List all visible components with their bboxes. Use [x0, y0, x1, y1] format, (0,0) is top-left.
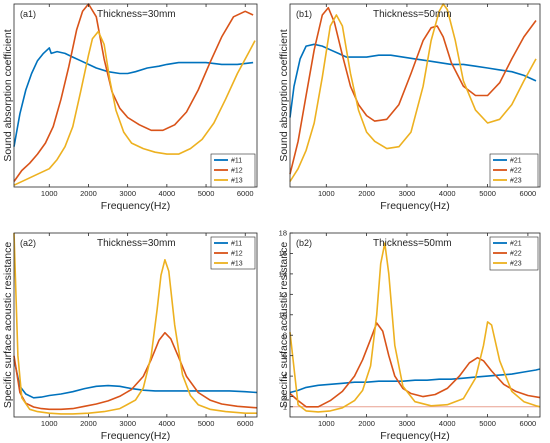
series-line-12	[13, 331, 258, 411]
legend-entry: #11	[231, 158, 242, 165]
x-tick-label: 6000	[520, 419, 537, 428]
x-tick-label: 4000	[159, 189, 176, 198]
x-tick-label: 2000	[80, 419, 97, 428]
legend-entry: #22	[510, 251, 522, 258]
legend-entry: #12	[231, 251, 243, 258]
panel-label: (a1)	[20, 9, 36, 19]
x-tick-label: 6000	[237, 419, 254, 428]
chart-panel-1: 1000 2000 3000 4000 5000 6000 Frequency(Hz) Sou…	[2, 3, 258, 212]
x-tick-label: 3000	[119, 189, 136, 198]
x-axis-label: Frequency(Hz)	[101, 430, 170, 442]
legend-entry: #21	[510, 158, 522, 165]
y-tick-label: 2	[283, 392, 287, 401]
x-tick-label: 3000	[399, 189, 416, 198]
x-tick-label: 2000	[358, 419, 375, 428]
y-axis-label: Sound absorption coefficient	[2, 29, 14, 161]
axes-frame	[13, 232, 258, 418]
axes-frame	[289, 232, 541, 418]
legend-entry: #21	[510, 241, 522, 248]
y-tick-label: 14	[279, 269, 287, 278]
y-tick-label: 6	[283, 351, 287, 360]
legend-entry: #22	[510, 168, 522, 175]
y-axis-label: Sound absorption coefficient	[278, 29, 290, 161]
chart-panel-2: 1000 2000 3000 4000 5000 6000 Frequency(Hz) Sou…	[278, 3, 541, 212]
x-tick-label: 3000	[399, 419, 416, 428]
x-tick-label: 5000	[479, 419, 496, 428]
legend-entry: #12	[231, 168, 243, 175]
series-line-23	[289, 242, 541, 413]
y-tick-label: 16	[279, 249, 287, 258]
legend-entry: #23	[510, 261, 522, 268]
series-line-22	[289, 322, 541, 408]
x-tick-label: 4000	[159, 419, 176, 428]
x-axis-label: Frequency(Hz)	[101, 200, 170, 212]
chart-panel-3: 1000 2000 3000 4000 5000 6000 Frequency(Hz) Spe…	[2, 232, 258, 442]
legend: #21 #22 #23	[489, 153, 539, 188]
legend: #21 #22 #23	[489, 236, 539, 271]
legend: #11 #12 #13	[210, 236, 256, 270]
axes-frame	[13, 3, 258, 188]
legend-entry: #11	[231, 241, 242, 248]
panel-label: (b1)	[296, 9, 312, 19]
x-tick-label: 5000	[479, 189, 496, 198]
chart-panel-4: 1000 2000 3000 4000 5000 6000 12 4 6 8 10 12 14 16 18 F…	[278, 229, 541, 442]
y-axis-label: Specific surface acoustic resistance	[2, 242, 14, 408]
series-line-23	[289, 3, 537, 182]
y-tick-label: 10	[279, 310, 287, 319]
series-line-11	[13, 47, 254, 147]
series-line-22	[289, 6, 537, 175]
legend-entry: #23	[510, 178, 522, 185]
x-tick-label: 6000	[237, 189, 254, 198]
x-tick-label: 3000	[119, 419, 136, 428]
y-tick-label: 18	[279, 229, 287, 238]
series-line-11	[13, 359, 258, 399]
thickness-annotation: Thickness=50mm	[373, 238, 452, 249]
series-line-21	[289, 43, 537, 118]
y-tick-label: 12	[279, 290, 287, 299]
x-tick-label: 1000	[318, 189, 335, 198]
x-tick-label: 5000	[198, 189, 215, 198]
x-axis-label: Frequency(Hz)	[380, 200, 449, 212]
legend: #11 #12 #13	[210, 153, 256, 188]
x-tick-label: 4000	[439, 189, 456, 198]
x-axis-label: Frequency(Hz)	[380, 430, 449, 442]
y-tick-label: 8	[283, 331, 287, 340]
x-tick-label: 1000	[41, 189, 58, 198]
thickness-annotation: Thickness=30mm	[97, 9, 176, 20]
y-tick-label: 1	[283, 402, 287, 411]
x-tick-label: 6000	[520, 189, 537, 198]
x-tick-label: 1000	[41, 419, 58, 428]
legend-entry: #13	[231, 178, 243, 185]
series-line-21	[289, 368, 541, 394]
x-tick-label: 5000	[198, 419, 215, 428]
axes-frame	[289, 3, 541, 188]
thickness-annotation: Thickness=30mm	[97, 238, 176, 249]
series-line-13	[13, 30, 256, 186]
x-tick-label: 1000	[318, 419, 335, 428]
thickness-annotation: Thickness=50mm	[373, 9, 452, 20]
y-tick-label: 4	[283, 372, 287, 381]
series-line-13	[13, 232, 257, 415]
panel-label: (a2)	[20, 238, 36, 248]
x-tick-label: 4000	[439, 419, 456, 428]
legend-entry: #13	[231, 261, 243, 268]
x-tick-label: 2000	[358, 189, 375, 198]
x-tick-label: 2000	[80, 189, 97, 198]
y-axis-label: Specific surface acoustic resistance	[278, 242, 290, 408]
panel-label: (b2)	[296, 238, 312, 248]
